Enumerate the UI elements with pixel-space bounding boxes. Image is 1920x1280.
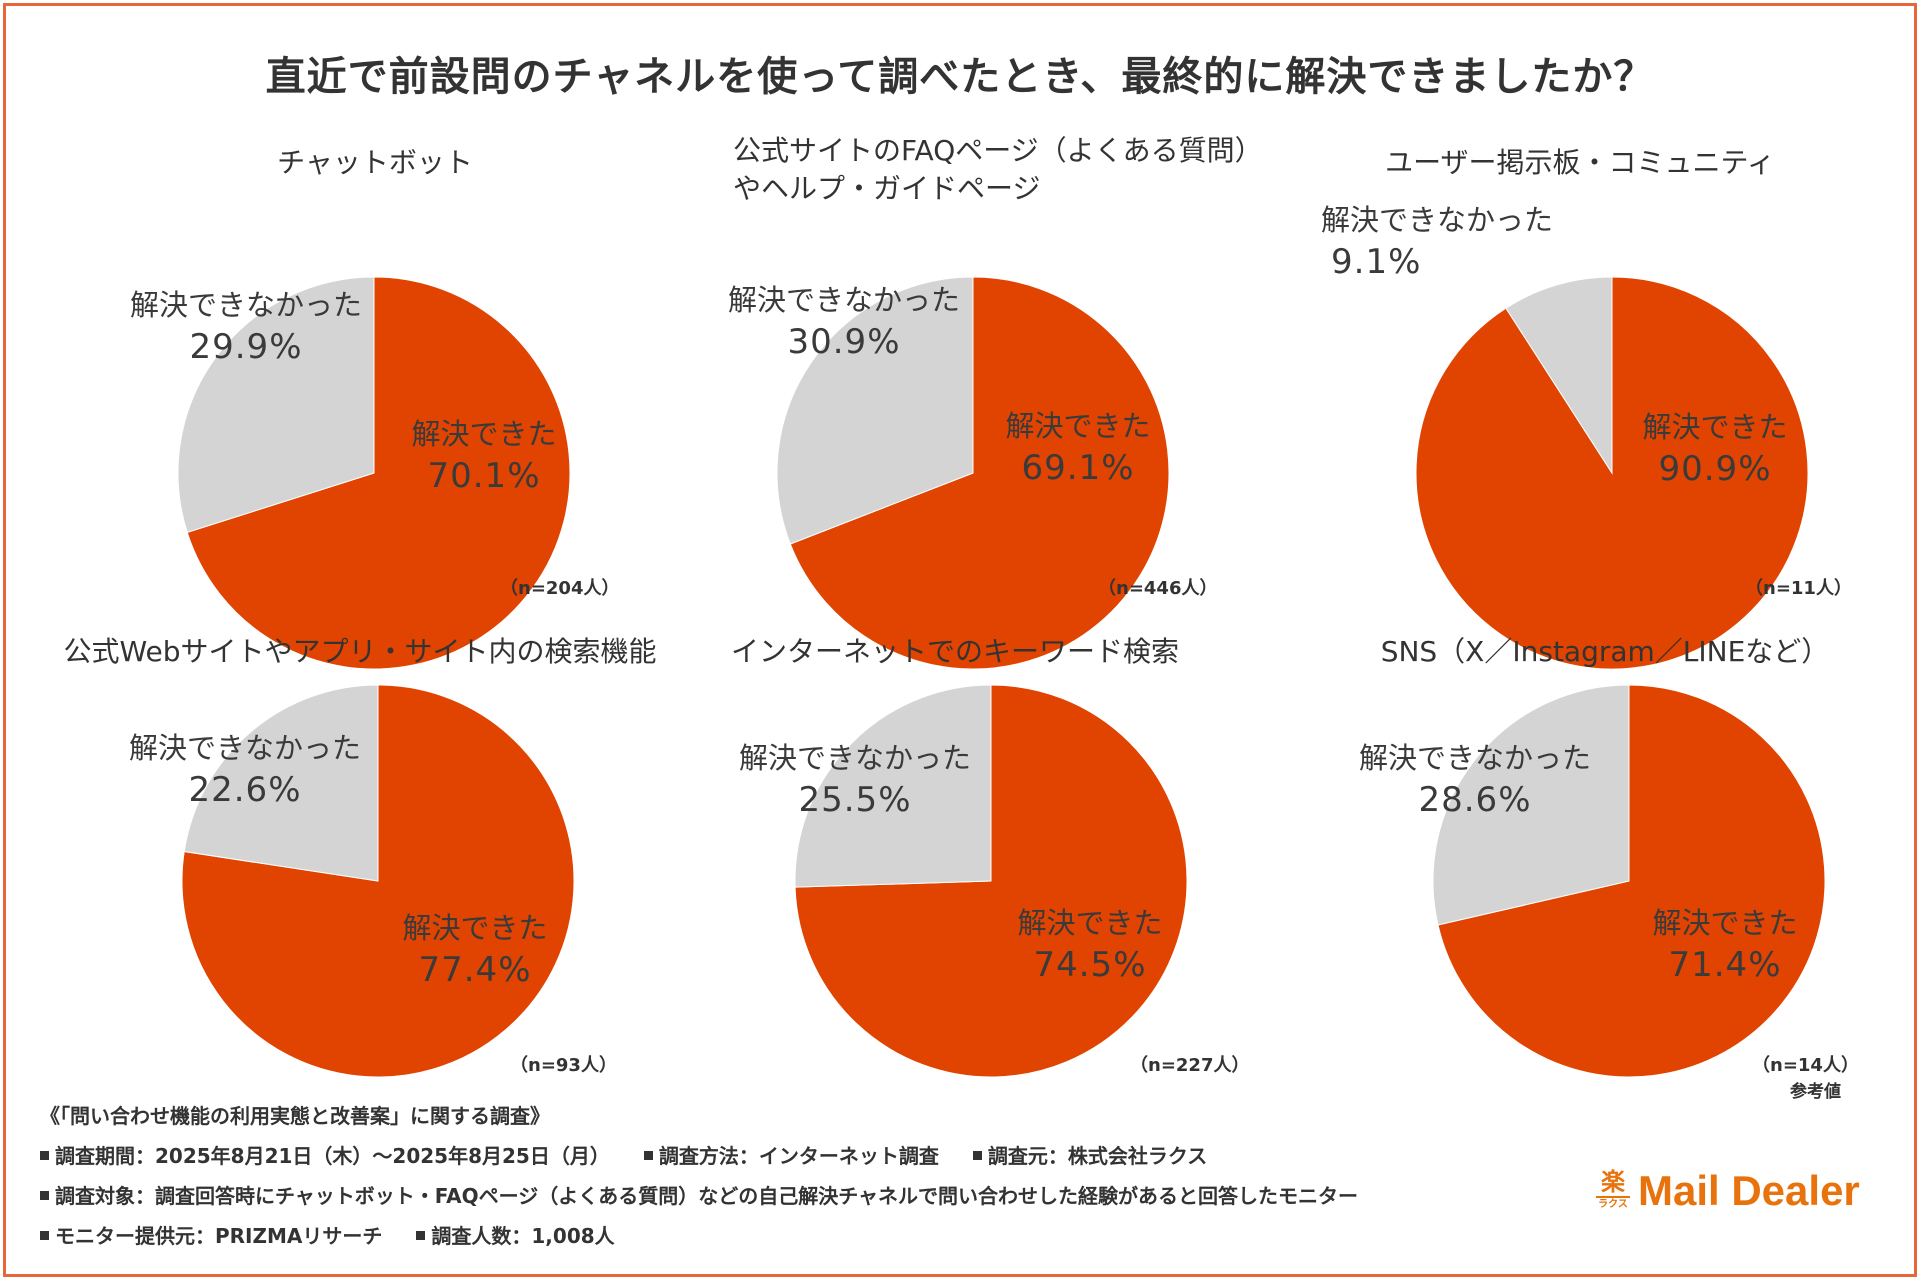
logo-mark-kana: ラクス [1598,1199,1628,1210]
label-unresolved: 解決できなかった 29.9% [116,285,376,369]
label-unresolved-text: 解決できなかった [129,288,362,322]
bullet-icon [416,1231,426,1240]
survey-count: 調査人数：1,008人 [431,1224,615,1248]
label-resolved-text: 解決できた [1005,409,1151,443]
pie-slice-unresolved [183,684,379,882]
pie-title-line-2: やヘルプ・ガイドページ [733,172,1041,205]
pie-panel-keyword-search: インターネットでのキーワード検索 解決できなかった 25.5% 解決できた 74… [680,633,1290,1123]
label-unresolved-value: 28.6% [1418,780,1532,820]
pie-chart [177,276,571,670]
pie-chart [794,684,1188,1078]
survey-target-row: 調査対象：調査回答時にチャットボット・FAQページ（よくある質問）などの自己解決… [40,1180,1358,1209]
pie-slice-unresolved [177,276,375,534]
label-resolved-text: 解決できた [402,911,548,945]
pie-slice-unresolved [794,684,992,888]
sample-size: （n=446人） [1098,578,1218,599]
sample-size: （n=11人） [1745,578,1852,599]
pie-title: SNS（X／Instagram／LINEなど） [1380,635,1830,668]
survey-target: 調査対象：調査回答時にチャットボット・FAQページ（よくある質問）などの自己解決… [55,1184,1359,1208]
label-unresolved: 解決できなかった 28.6% [1345,738,1605,822]
label-unresolved-text: 解決できなかった [128,731,361,765]
bullet-icon [40,1191,49,1200]
label-unresolved-text: 解決できなかった [1358,741,1591,775]
sample-size: （n=227人） [1130,1055,1250,1076]
label-resolved: 解決できた 71.4% [1615,903,1835,987]
logo-mark-kanji: 楽 [1596,1168,1630,1198]
label-resolved-value: 90.9% [1658,449,1772,489]
label-resolved-value: 77.4% [418,950,532,990]
bullet-icon [972,1151,982,1160]
label-resolved-value: 70.1% [427,456,541,496]
pie-slice-resolved [186,276,571,670]
pie-slice-unresolved [1432,684,1630,926]
pie-panel-faq: 公式サイトのFAQページ（よくある質問） やヘルプ・ガイドページ 解決できなかっ… [668,134,1278,670]
pie-chart [181,684,575,1078]
label-resolved-text: 解決できた [1642,410,1788,444]
survey-meta-row: 調査期間：2025年8月21日（木）～2025年8月25日（月） 調査方法：インタ… [40,1140,1207,1169]
label-unresolved-value: 25.5% [798,780,912,820]
pie-title: インターネットでのキーワード検索 [730,635,1179,668]
pie-chart [1432,684,1826,1078]
label-resolved: 解決できた 74.5% [980,903,1200,987]
pie-title: 公式Webサイトやアプリ・サイト内の検索機能 [63,635,657,668]
pie-panel-site-search: 公式Webサイトやアプリ・サイト内の検索機能 解決できなかった 22.6% 解決… [55,633,665,1123]
bullet-icon [40,1151,49,1160]
label-unresolved-text: 解決できなかった [727,283,960,317]
survey-source: 調査元：株式会社ラクス [987,1144,1208,1168]
label-resolved-text: 解決できた [1652,906,1798,940]
bullet-icon [643,1151,653,1160]
sample-size: （n=14人） [1752,1055,1859,1076]
label-unresolved-value: 9.1% [1331,242,1422,282]
pie-title: 公式サイトのFAQページ（よくある質問） やヘルプ・ガイドページ [733,132,1293,208]
survey-name: 《「問い合わせ機能の利用実態と改善案」に関する調査》 [40,1104,550,1128]
label-unresolved: 解決できなかった 25.5% [725,738,985,822]
sample-size: （n=93人） [510,1055,617,1076]
sample-size: （n=204人） [500,578,620,599]
label-resolved-value: 71.4% [1668,945,1782,985]
pie-title-line-1: 公式サイトのFAQページ（よくある質問） [733,134,1263,167]
pie-chart [1415,276,1809,670]
logo-text: Mail Dealer [1638,1167,1860,1214]
survey-provider-row: モニター提供元：PRIZMAリサーチ 調査人数：1,008人 [40,1220,615,1249]
pie-slice-resolved [1437,684,1826,1078]
label-unresolved-text: 解決できなかった [1321,203,1554,237]
bullet-icon [40,1231,49,1240]
chart-title: 直近で前設問のチャネルを使って調べたとき、最終的に解決できましたか？ [265,54,1655,100]
label-resolved-value: 69.1% [1021,448,1135,488]
label-unresolved: 解決できなかった 30.9% [714,280,974,364]
label-resolved: 解決できた 69.1% [968,406,1188,490]
survey-provider: モニター提供元：PRIZMAリサーチ [55,1224,383,1248]
label-resolved: 解決できた 77.4% [365,908,585,992]
pie-slice-unresolved [776,276,974,545]
survey-method: 調査方法：インターネット調査 [658,1144,939,1168]
label-unresolved-value: 22.6% [188,770,302,810]
label-resolved-text: 解決できた [1017,906,1163,940]
pie-panel-community: ユーザー掲示板・コミュニティ 解決できなかった 9.1% 解決できた 90.9%… [1265,140,1875,670]
label-resolved-text: 解決できた [411,417,557,451]
label-unresolved-value: 29.9% [189,327,303,367]
pie-slice-unresolved [1505,276,1613,475]
survey-period: 調査期間：2025年8月21日（木）～2025年8月25日（月） [55,1144,610,1168]
pie-chart [776,276,1170,670]
label-resolved: 解決できた 90.9% [1605,407,1825,491]
reference-note: 参考値 [1790,1082,1841,1102]
label-unresolved: 解決できなかった 9.1% [1321,200,1553,284]
raksul-mark-icon: 楽 ラクス [1596,1168,1630,1212]
label-resolved: 解決できた 70.1% [384,414,584,498]
pie-panel-sns: SNS（X／Instagram／LINEなど） 解決できなかった 28.6% 解… [1285,633,1895,1123]
label-resolved-value: 74.5% [1033,945,1147,985]
pie-panel-chatbot: チャットボット 解決できなかった 29.9% 解決できた 70.1% （n=20… [70,140,680,670]
label-unresolved-value: 30.9% [787,322,901,362]
label-unresolved-text: 解決できなかった [738,741,971,775]
label-unresolved: 解決できなかった 22.6% [115,728,375,812]
pie-slice-resolved [789,276,1170,670]
pie-title: ユーザー掲示板・コミュニティ [1385,146,1775,179]
pie-title: チャットボット [277,146,473,179]
